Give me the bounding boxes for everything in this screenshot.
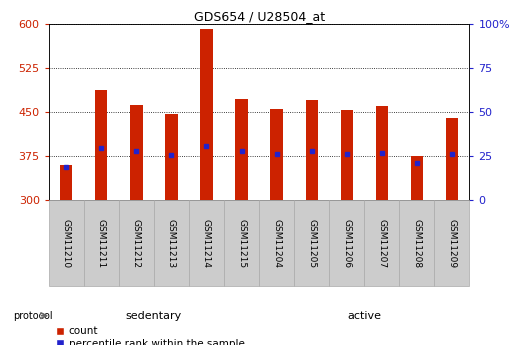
FancyBboxPatch shape bbox=[294, 200, 329, 286]
Bar bbox=[376, 106, 388, 200]
Text: active: active bbox=[347, 311, 381, 321]
FancyBboxPatch shape bbox=[119, 200, 154, 286]
FancyBboxPatch shape bbox=[329, 200, 364, 286]
Bar bbox=[95, 90, 107, 200]
FancyBboxPatch shape bbox=[259, 200, 294, 286]
Text: GSM11206: GSM11206 bbox=[342, 219, 351, 268]
Bar bbox=[446, 118, 458, 200]
FancyBboxPatch shape bbox=[49, 200, 84, 286]
Text: GSM11211: GSM11211 bbox=[97, 219, 106, 268]
Text: GSM11214: GSM11214 bbox=[202, 219, 211, 268]
FancyBboxPatch shape bbox=[189, 200, 224, 286]
Text: GSM11205: GSM11205 bbox=[307, 219, 316, 268]
Text: GSM11204: GSM11204 bbox=[272, 219, 281, 268]
FancyBboxPatch shape bbox=[224, 200, 259, 286]
FancyBboxPatch shape bbox=[84, 200, 119, 286]
Text: GSM11212: GSM11212 bbox=[132, 219, 141, 268]
FancyBboxPatch shape bbox=[399, 200, 435, 286]
Bar bbox=[165, 114, 177, 200]
Bar bbox=[306, 100, 318, 200]
FancyBboxPatch shape bbox=[154, 200, 189, 286]
Title: GDS654 / U28504_at: GDS654 / U28504_at bbox=[193, 10, 325, 23]
Text: GSM11210: GSM11210 bbox=[62, 219, 71, 268]
Legend: count, percentile rank within the sample: count, percentile rank within the sample bbox=[54, 324, 246, 345]
Text: protocol: protocol bbox=[13, 311, 53, 321]
Bar bbox=[60, 165, 72, 200]
Bar bbox=[411, 156, 423, 200]
Text: sedentary: sedentary bbox=[126, 311, 182, 321]
Bar bbox=[341, 110, 353, 200]
FancyBboxPatch shape bbox=[435, 200, 469, 286]
Text: GSM11215: GSM11215 bbox=[237, 219, 246, 268]
Text: GSM11209: GSM11209 bbox=[447, 219, 457, 268]
Text: GSM11213: GSM11213 bbox=[167, 219, 176, 268]
Text: GSM11207: GSM11207 bbox=[377, 219, 386, 268]
Bar bbox=[270, 109, 283, 200]
Bar bbox=[130, 105, 143, 200]
Text: GSM11208: GSM11208 bbox=[412, 219, 421, 268]
Bar bbox=[235, 99, 248, 200]
FancyBboxPatch shape bbox=[364, 200, 399, 286]
Bar bbox=[201, 29, 212, 200]
